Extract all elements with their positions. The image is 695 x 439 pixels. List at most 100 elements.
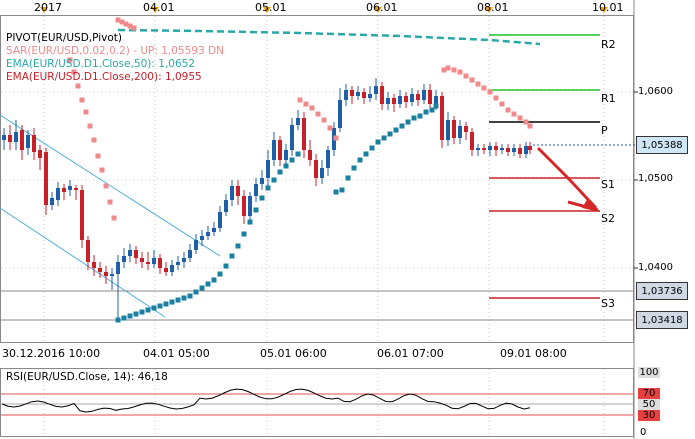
sar-dot-down-31 [295, 151, 301, 157]
candle-body-9 [50, 198, 54, 205]
time-label-4: 06.01 07:00 [377, 347, 444, 360]
candle-body-83 [494, 146, 498, 150]
sar-dot-down-20 [229, 253, 235, 259]
sar-dot-down-1 [115, 317, 121, 323]
candle-body-57 [338, 100, 342, 128]
sar-dot-up-17 [131, 25, 137, 31]
candle-body-79 [470, 132, 474, 150]
candle-body-54 [320, 168, 324, 178]
sar-dot-up-1 [67, 57, 73, 63]
candle-body-85 [506, 148, 510, 152]
candle-body-28 [164, 268, 168, 272]
sar-dot-down-26 [265, 185, 271, 191]
candle-body-19 [110, 274, 114, 276]
candle-body-17 [98, 268, 102, 272]
legend-ema50: EMA(EUR/USD.D1.Close,50): 1,0652 [6, 58, 196, 70]
sar-dot-down-47 [423, 109, 429, 115]
sar-dot-up-31 [475, 81, 481, 87]
sar-dot-up-4 [79, 97, 85, 103]
sar-dot-up-7 [91, 137, 97, 143]
candle-body-55 [326, 150, 330, 168]
sar-dot-down-2 [121, 315, 127, 321]
sar-dot-down-36 [357, 157, 363, 163]
candle-body-4 [20, 130, 24, 150]
sar-dot-down-9 [163, 301, 169, 307]
sar-dot-down-37 [363, 151, 369, 157]
sar-dot-up-5 [83, 109, 89, 115]
top-date-6: 10.01 [592, 1, 624, 14]
candle-body-80 [476, 148, 480, 150]
sar-dot-up-39 [523, 119, 529, 125]
sar-dot-down-29 [283, 163, 289, 169]
channel-line-lower [0, 207, 166, 318]
candle-body-84 [500, 148, 504, 150]
pivot-label-s1: S1 [601, 178, 615, 191]
sar-dot-down-11 [175, 297, 181, 303]
candle-body-63 [374, 86, 378, 94]
sar-dot-down-34 [345, 175, 351, 181]
sar-dot-down-33 [339, 187, 345, 193]
candle-body-11 [62, 188, 66, 192]
candle-body-16 [92, 262, 96, 268]
sar-dot-down-23 [247, 219, 253, 225]
sar-dot-down-18 [217, 271, 223, 277]
pivot-label-p: P [601, 124, 608, 137]
time-label-3: 05.01 06:00 [260, 347, 327, 360]
price-tick-2: 1,0500 [638, 173, 673, 184]
candle-body-8 [44, 152, 48, 205]
date-marker-4 [374, 7, 382, 13]
candle-body-53 [314, 160, 318, 178]
sar-dot-up-12 [111, 215, 117, 221]
candle-body-2 [8, 135, 12, 142]
candle-body-49 [290, 125, 294, 150]
candle-body-71 [422, 90, 426, 100]
candle-body-24 [140, 258, 144, 262]
candle-body-27 [158, 258, 162, 268]
candle-body-5 [26, 135, 30, 148]
sar-dot-down-19 [223, 263, 229, 269]
candle-body-18 [104, 272, 108, 276]
sar-dot-up-35 [499, 101, 505, 107]
sar-dot-down-46 [417, 113, 423, 119]
candle-body-30 [176, 262, 180, 265]
candle-body-51 [302, 118, 306, 150]
candle-body-6 [32, 135, 36, 152]
sar-dot-down-42 [393, 127, 399, 133]
sar-dot-down-35 [351, 165, 357, 171]
price-pane-frame [0, 15, 634, 343]
top-date-2: 04.01 [143, 1, 175, 14]
rsi-level-0: 0 [640, 427, 647, 438]
sar-dot-up-16 [127, 23, 133, 29]
candle-body-29 [170, 265, 174, 272]
time-label-1: 30.12.2016 10:00 [2, 347, 101, 360]
top-date-3: 05.01 [255, 1, 287, 14]
forecast-arrow-branch [567, 200, 599, 212]
sar-dot-down-21 [235, 243, 241, 249]
candle-body-48 [284, 150, 288, 160]
pivot-label-s3: S3 [601, 297, 615, 310]
candle-body-43 [254, 184, 258, 196]
candle-body-76 [452, 120, 456, 138]
sar-dot-up-19 [303, 101, 309, 107]
candle-body-47 [278, 140, 282, 160]
candle-body-72 [428, 90, 432, 104]
candle-body-78 [464, 126, 468, 132]
legend-pivot: PIVOT(EUR/USD,Pivot) [6, 32, 122, 44]
sar-dot-down-7 [151, 305, 157, 311]
pivot-label-s2: S2 [601, 212, 615, 225]
current-price-badge: 1,05388 [636, 136, 688, 154]
date-marker-3 [263, 7, 271, 13]
candle-body-73 [434, 96, 438, 104]
sar-dot-down-15 [199, 285, 205, 291]
sar-dot-up-9 [99, 167, 105, 173]
candle-body-39 [230, 186, 234, 200]
sar-dot-down-43 [399, 123, 405, 129]
sar-dot-up-24 [333, 135, 339, 141]
candle-body-69 [410, 94, 414, 102]
price-tick-3: 1,0400 [638, 262, 673, 273]
sar-dot-down-32 [333, 189, 339, 195]
candle-body-21 [122, 256, 126, 262]
sar-dot-down-25 [259, 195, 265, 201]
